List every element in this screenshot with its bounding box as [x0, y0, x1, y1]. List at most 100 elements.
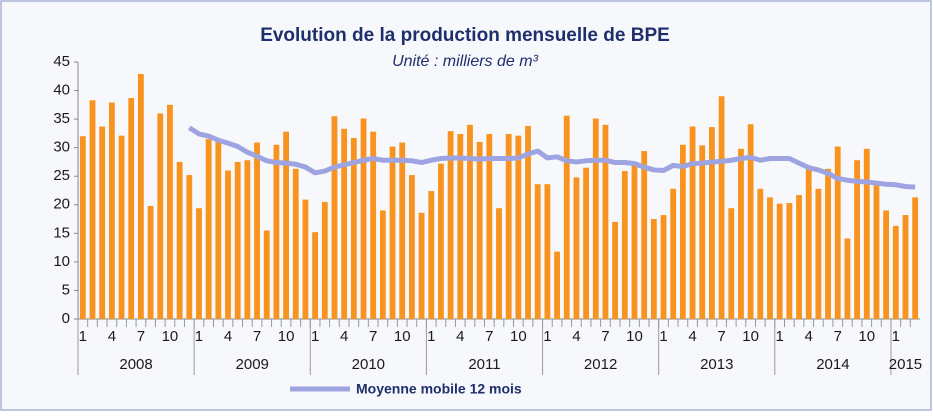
x-tick-label: 4 [805, 328, 813, 345]
bar [254, 142, 260, 319]
x-tick-label: 1 [659, 328, 667, 345]
x-tick-label: 1 [775, 328, 783, 345]
bar [138, 73, 144, 319]
x-tick-label: 10 [162, 328, 179, 345]
bar [205, 139, 212, 319]
x-tick-label: 7 [369, 328, 377, 345]
x-tick-label: 7 [137, 328, 145, 345]
x-tick-label: 10 [858, 328, 875, 345]
bar [457, 133, 464, 319]
year-label: 2011 [468, 356, 500, 373]
bar [418, 212, 425, 319]
bar [157, 113, 164, 320]
y-tick-label: 45 [53, 53, 70, 70]
bar [902, 215, 909, 319]
bar [79, 136, 86, 319]
bar [631, 161, 638, 319]
bar [244, 160, 251, 319]
year-label: 2014 [816, 356, 849, 373]
bar [873, 184, 880, 319]
bar [863, 148, 870, 319]
bar [292, 168, 299, 319]
x-tick-label: 1 [543, 328, 551, 345]
bar [718, 96, 725, 320]
x-tick-label: 1 [79, 328, 87, 345]
x-tick-label: 10 [394, 328, 411, 345]
bar [408, 175, 415, 319]
bar [796, 195, 802, 319]
bar [128, 97, 135, 319]
bar [825, 168, 831, 319]
bar [844, 238, 851, 319]
bar [196, 208, 202, 319]
bar [805, 167, 812, 319]
y-tick-label: 30 [53, 139, 70, 156]
x-tick-label: 7 [485, 328, 493, 345]
bar [563, 115, 570, 319]
x-tick-label: 7 [834, 328, 842, 345]
bar [428, 191, 435, 319]
bar [486, 133, 493, 319]
bar [728, 208, 735, 319]
bar [892, 225, 899, 319]
year-label: 2010 [352, 356, 385, 373]
x-tick-label: 4 [108, 328, 116, 345]
bar [747, 124, 754, 319]
x-tick-label: 7 [717, 328, 725, 345]
bar [776, 203, 783, 319]
chart-subtitle: Unité : milliers de m³ [392, 53, 538, 70]
year-label: 2009 [236, 356, 269, 373]
year-label: 2008 [119, 356, 152, 373]
chart-title: Evolution de la production mensuelle de … [260, 25, 670, 46]
bar [883, 210, 890, 319]
bar [389, 146, 396, 319]
bar [496, 208, 502, 319]
bar [767, 197, 773, 319]
bar [283, 131, 289, 319]
bar [660, 215, 667, 319]
bar [573, 177, 580, 319]
bar [709, 127, 715, 320]
x-tick-label: 7 [253, 328, 261, 345]
bar [592, 118, 599, 319]
x-tick-label: 1 [892, 328, 900, 345]
bar [312, 232, 319, 319]
bar [438, 163, 444, 319]
y-tick-label: 5 [62, 281, 70, 298]
bar [89, 100, 96, 320]
bar [108, 102, 115, 319]
bar [263, 230, 270, 319]
year-label: 2013 [700, 356, 733, 373]
bar [176, 161, 183, 319]
bar [650, 219, 657, 319]
bar [689, 126, 696, 319]
y-tick-label: 15 [53, 224, 70, 241]
bar [167, 104, 173, 319]
bar [554, 251, 560, 319]
bar [341, 128, 348, 319]
bar [379, 210, 386, 319]
x-tick-label: 10 [742, 328, 759, 345]
x-tick-label: 10 [626, 328, 643, 345]
bar [602, 124, 609, 319]
bar [525, 125, 531, 319]
moving-average-line [187, 125, 916, 190]
bar [699, 145, 706, 319]
year-label: 2012 [584, 356, 617, 373]
bar [757, 188, 764, 319]
y-tick-label: 35 [53, 110, 70, 127]
x-tick-label: 1 [427, 328, 435, 345]
bar [834, 146, 841, 319]
bar [679, 144, 686, 319]
bar [476, 141, 483, 319]
bar [612, 221, 619, 319]
bar [583, 167, 590, 319]
y-tick-label: 40 [53, 82, 70, 99]
x-tick-label: 4 [688, 328, 696, 345]
x-tick-label: 4 [340, 328, 348, 345]
bar [302, 199, 309, 319]
bar [147, 205, 154, 319]
bar [370, 131, 377, 319]
bar [234, 161, 241, 319]
